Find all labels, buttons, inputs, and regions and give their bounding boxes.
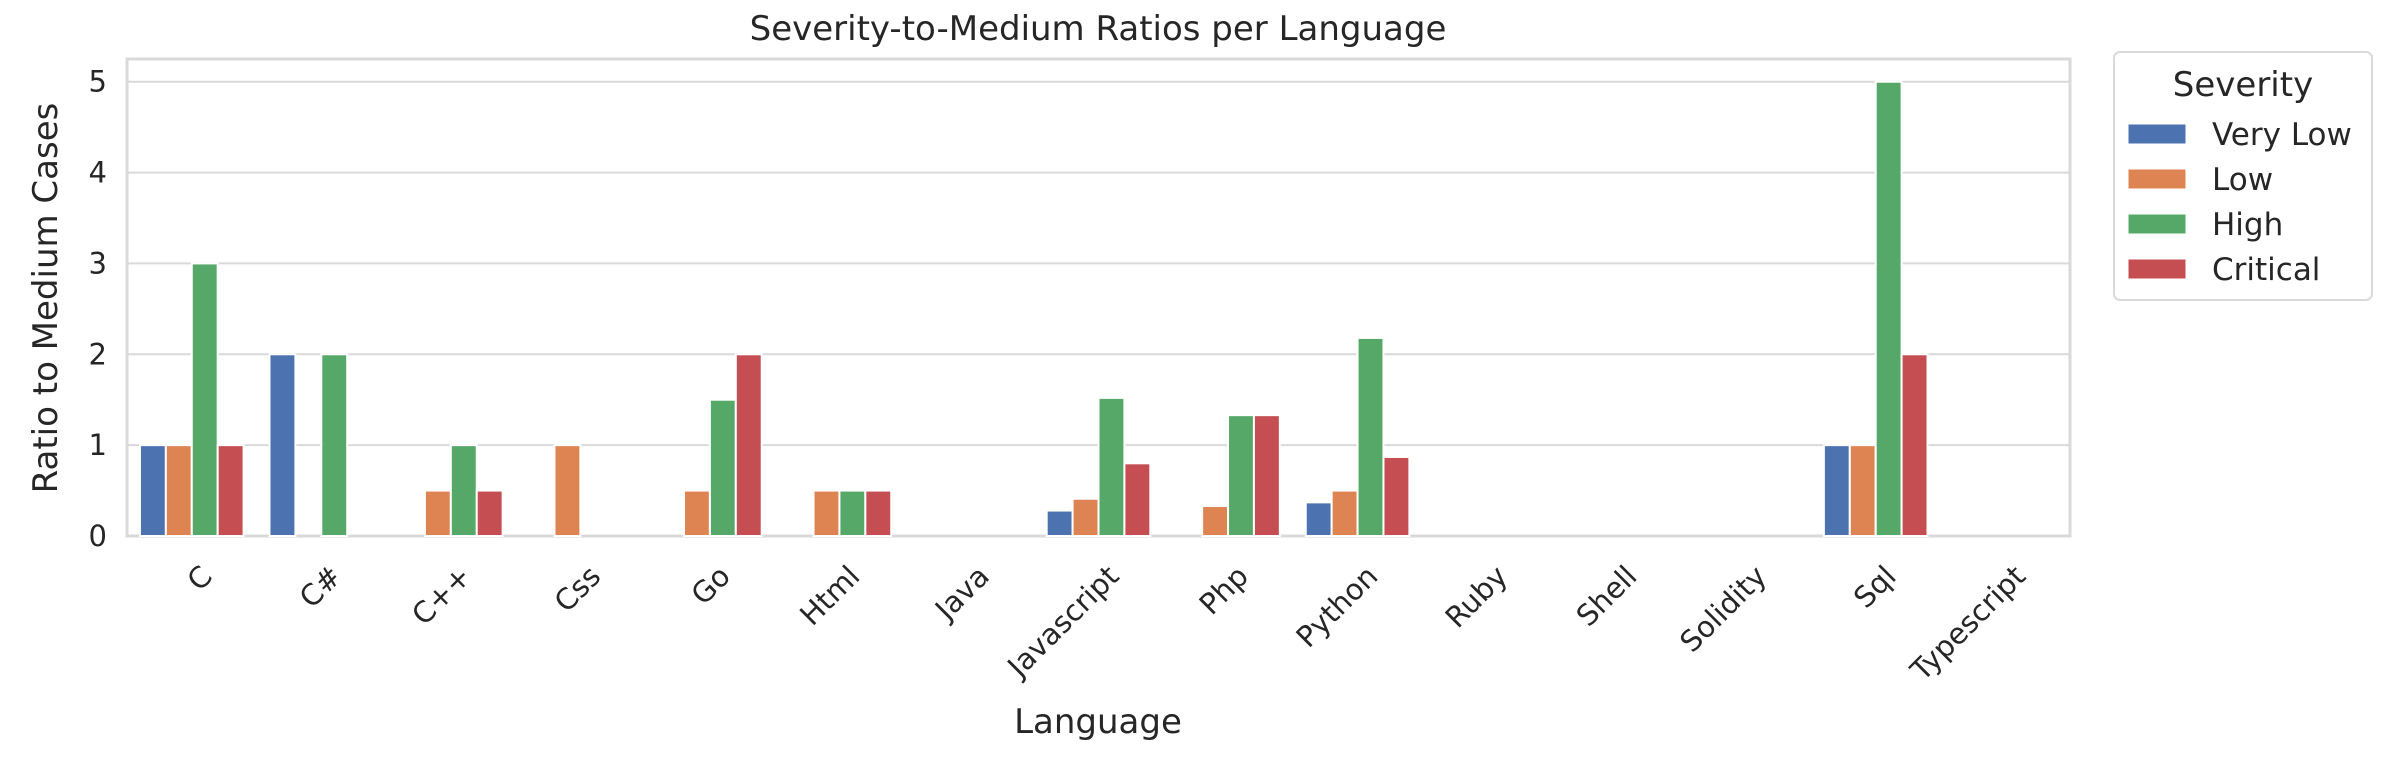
bar	[449, 444, 478, 537]
bar	[812, 489, 841, 538]
legend-label: Critical	[2212, 252, 2320, 288]
x-tick-label: Sql	[1847, 559, 1903, 615]
bar	[1123, 462, 1152, 538]
y-tick-label: 2	[89, 337, 107, 371]
bar	[1045, 509, 1074, 537]
bar	[1201, 505, 1230, 538]
bar	[320, 353, 349, 537]
x-tick-label: Java	[927, 559, 996, 628]
bar	[423, 489, 452, 538]
bar	[1356, 336, 1385, 537]
x-tick-label: Css	[548, 559, 608, 619]
bar	[138, 444, 167, 537]
bar	[1252, 414, 1281, 537]
legend-box	[2113, 51, 2373, 301]
bar	[682, 489, 711, 538]
legend-label: High	[2212, 207, 2283, 243]
bar	[268, 353, 297, 537]
x-tick-label: Typescript	[1903, 559, 2032, 688]
bar	[864, 489, 893, 538]
x-tick-label: Php	[1193, 559, 1255, 621]
y-tick-labels: 0 1 2 3 4 5	[89, 65, 107, 553]
legend-swatch	[2127, 168, 2187, 190]
legend-swatch	[2127, 123, 2187, 145]
x-axis-label: Language	[1014, 702, 1182, 742]
bars	[138, 80, 1929, 538]
bar	[190, 262, 219, 537]
bar	[734, 353, 763, 537]
bar	[1097, 396, 1126, 538]
x-tick-label: Python	[1289, 559, 1384, 654]
bar	[216, 444, 245, 537]
y-tick-label: 4	[89, 156, 107, 190]
y-tick-label: 3	[89, 246, 107, 280]
legend-label: Very Low	[2212, 117, 2352, 153]
bar	[1874, 80, 1903, 537]
x-tick-label: Javascript	[1000, 559, 1126, 685]
bar	[1900, 353, 1929, 537]
chart-title: Severity-to-Medium Ratios per Language	[750, 9, 1447, 49]
legend-swatch	[2127, 213, 2187, 235]
bar	[1848, 444, 1877, 537]
bar	[1382, 455, 1411, 537]
x-tick-label: C++	[405, 559, 478, 632]
y-tick-label: 5	[89, 65, 107, 99]
x-tick-label: Ruby	[1439, 559, 1515, 635]
x-tick-labels: C C# C++ Css Go Html Java Javascript Php Python Ru…	[180, 559, 2032, 688]
bar	[1071, 497, 1100, 537]
bar	[1227, 414, 1255, 537]
y-tick-label: 1	[89, 428, 107, 462]
bar	[1304, 501, 1333, 537]
x-tick-label: Go	[684, 559, 736, 611]
legend-label: Low	[2212, 162, 2273, 198]
x-tick-label: Html	[793, 559, 866, 632]
legend-swatch	[2127, 258, 2187, 280]
x-tick-label: C#	[293, 559, 349, 615]
legend-title: Severity	[2173, 65, 2313, 105]
bar	[553, 444, 582, 537]
x-tick-label: Solidity	[1673, 559, 1773, 659]
bar	[475, 489, 504, 538]
bar	[164, 444, 193, 537]
legend: Severity Very Low Low High Critical	[2113, 51, 2373, 301]
y-tick-label: 0	[89, 519, 107, 553]
bar	[838, 489, 867, 538]
y-axis-label: Ratio to Medium Cases	[26, 103, 66, 494]
x-tick-label: Shell	[1570, 559, 1644, 633]
x-tick-label: C	[180, 559, 218, 597]
bar	[1822, 444, 1851, 537]
bar	[1330, 489, 1359, 538]
bar	[708, 398, 737, 538]
